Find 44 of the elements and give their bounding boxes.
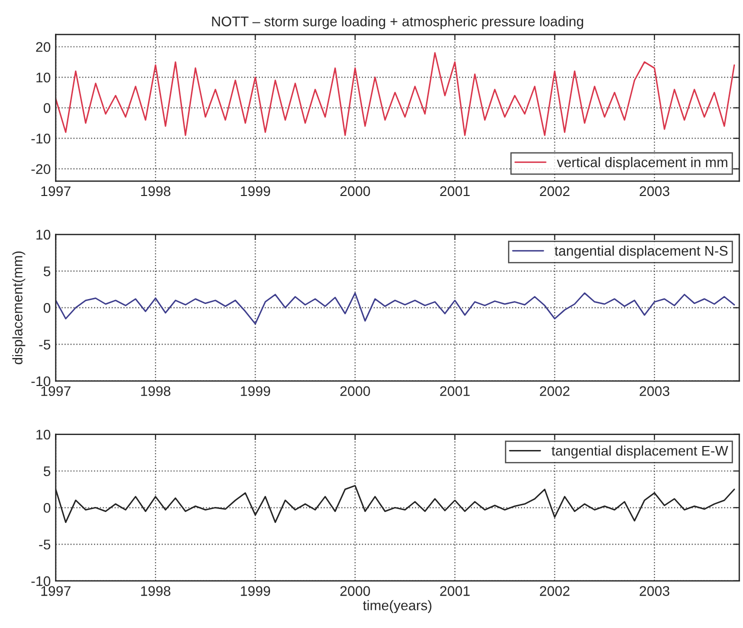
y-tick-label: 0 (44, 103, 50, 113)
x-tick-label: 2002 (540, 386, 570, 396)
x-axis-title: time(years) (362, 600, 432, 614)
y-axis-title: displacement(mm) (12, 251, 26, 364)
x-tick-label: 1999 (240, 386, 270, 396)
x-tick-label: 2000 (340, 386, 370, 396)
x-tick-label: 1997 (41, 586, 70, 596)
line-series (56, 292, 735, 325)
y-tick-label: -10 (31, 134, 50, 144)
x-tick-label: 2002 (540, 586, 570, 596)
y-tick-label: 5 (44, 266, 50, 276)
y-tick-label: -5 (39, 340, 50, 350)
y-tick-label: -20 (31, 164, 50, 174)
x-tick-label: 2003 (640, 386, 670, 396)
line-series (56, 52, 735, 136)
y-tick-label: 10 (36, 72, 50, 82)
x-tick-label: 2000 (340, 186, 370, 196)
y-tick-label: 10 (36, 430, 50, 440)
y-tick-label: -10 (31, 376, 50, 386)
x-tick-label: 2001 (440, 386, 470, 396)
x-tick-label: 1997 (41, 186, 70, 196)
x-tick-label: 2003 (640, 586, 670, 596)
x-tick-label: 2000 (340, 586, 370, 596)
x-tick-label: 2003 (640, 186, 670, 196)
y-tick-label: 0 (44, 502, 50, 513)
legend-label: vertical displacement in mm (556, 157, 728, 170)
legend-label: tangential displacement N-S (554, 246, 728, 259)
x-tick-label: 1998 (141, 586, 170, 596)
x-tick-label: 2001 (440, 186, 470, 196)
y-tick-label: 5 (44, 466, 50, 476)
chart-title: NOTT – storm surge loading + atmospheric pressure loading (212, 16, 584, 30)
legend-label: tangential displacement E-W (552, 445, 728, 458)
x-tick-label: 1998 (141, 386, 170, 396)
x-tick-label: 1998 (141, 186, 170, 196)
x-tick-label: 1997 (41, 386, 70, 396)
y-tick-label: 10 (36, 230, 50, 240)
y-tick-label: 20 (36, 42, 50, 52)
x-tick-label: 2002 (540, 186, 570, 196)
y-tick-label: -5 (39, 540, 50, 550)
x-tick-label: 1999 (240, 586, 270, 596)
y-tick-label: 0 (44, 303, 50, 313)
y-tick-label: -10 (31, 576, 50, 586)
x-tick-label: 1999 (240, 186, 270, 196)
x-tick-label: 2001 (440, 586, 470, 596)
